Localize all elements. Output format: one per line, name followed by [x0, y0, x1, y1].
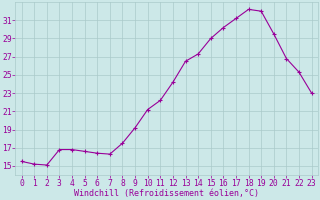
X-axis label: Windchill (Refroidissement éolien,°C): Windchill (Refroidissement éolien,°C): [74, 189, 259, 198]
